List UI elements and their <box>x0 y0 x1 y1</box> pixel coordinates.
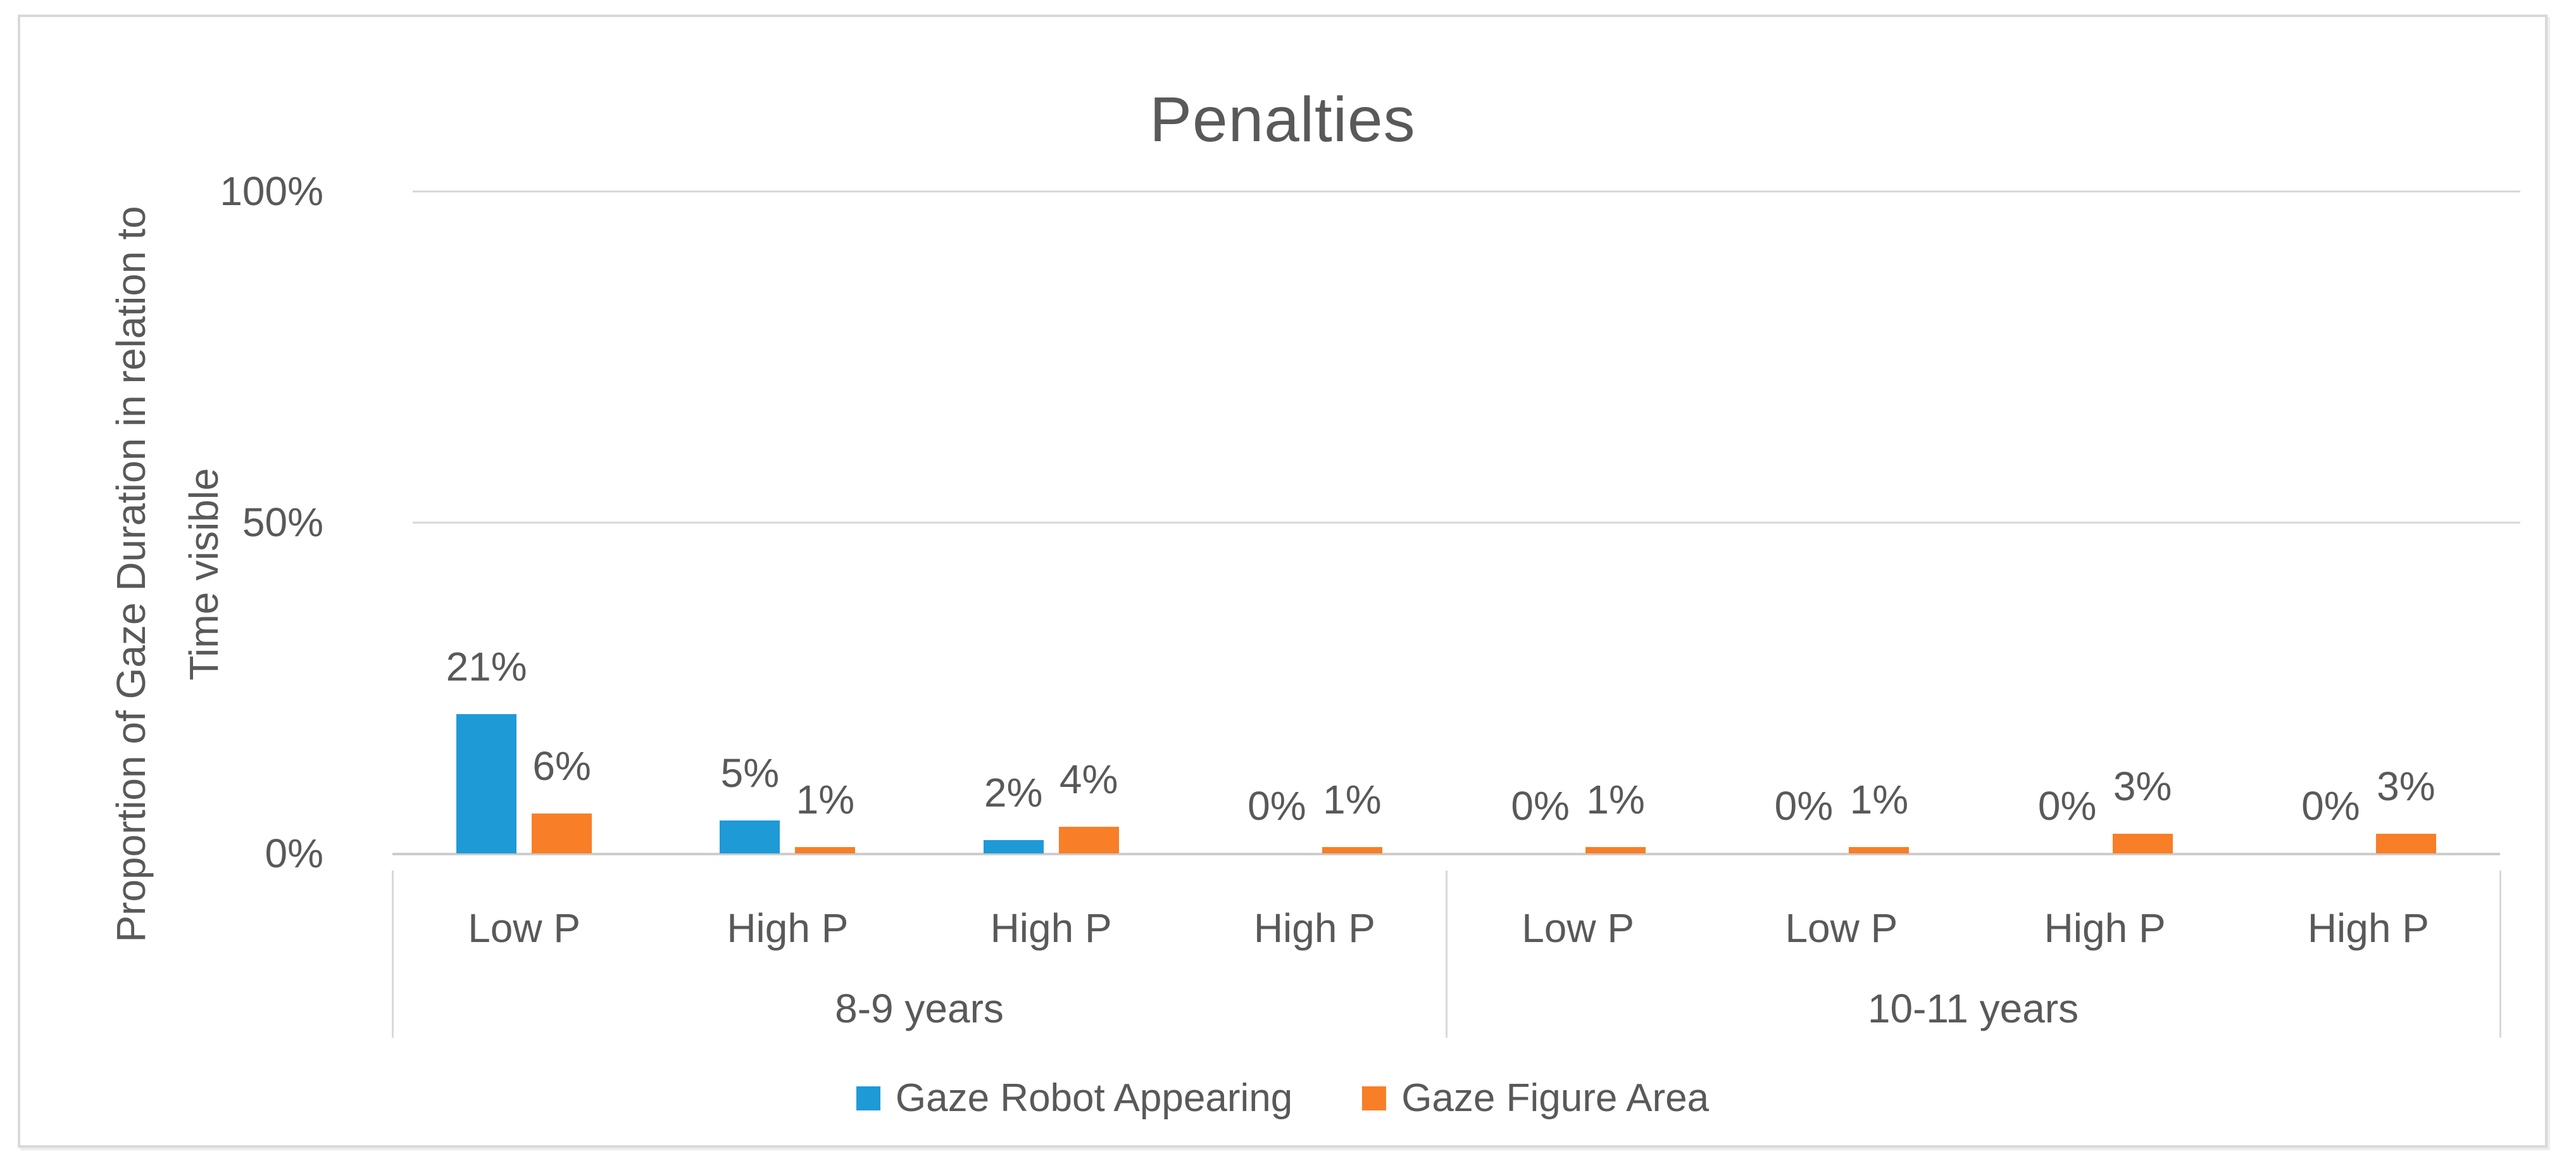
group-label: 8-9 years <box>835 986 1004 1031</box>
category-label: Low P <box>1522 905 1635 951</box>
y-tick-label: 100% <box>220 168 323 214</box>
data-label: 1% <box>1323 776 1382 822</box>
data-label: 0% <box>1774 783 1834 829</box>
bar-gaze-figure-area <box>2375 833 2436 853</box>
bar-gaze-figure-area <box>1585 846 1646 853</box>
legend-swatch-icon <box>1362 1086 1387 1110</box>
bar-gaze-figure-area <box>1849 846 1910 853</box>
bar-gaze-figure-area <box>1322 846 1382 853</box>
y-axis-title: Proportion of Gaze Duration in relation … <box>95 115 241 1033</box>
y-tick-label: 50% <box>242 500 323 545</box>
data-label: 21% <box>446 644 527 690</box>
legend: Gaze Robot Appearing Gaze Figure Area <box>20 1076 2545 1121</box>
x-axis-line <box>392 853 2500 855</box>
category-label: High P <box>990 905 1112 951</box>
data-label: 1% <box>796 776 855 822</box>
data-label: 0% <box>1247 783 1306 829</box>
y-axis-title-line-2: Time visible <box>181 468 227 681</box>
data-label: 3% <box>2113 763 2172 809</box>
gridline-100% <box>413 191 2520 192</box>
data-label: 1% <box>1586 776 1645 822</box>
chart-title: Penalties <box>1149 84 1416 155</box>
legend-item: Gaze Figure Area <box>1362 1076 1709 1121</box>
bar-gaze-figure-area <box>795 846 856 853</box>
category-label: High P <box>2307 905 2429 951</box>
bar-gaze-figure-area <box>532 814 592 853</box>
legend-label: Gaze Figure Area <box>1401 1076 1710 1120</box>
axis-group-separator <box>2499 870 2501 1038</box>
data-label: 3% <box>2377 763 2435 809</box>
bar-gaze-robot-appearing <box>720 820 780 853</box>
category-label: High P <box>2044 905 2166 951</box>
group-label: 10-11 years <box>1867 986 2079 1031</box>
data-label: 0% <box>1511 783 1570 829</box>
category-label: Low P <box>468 905 581 951</box>
data-label: 2% <box>984 770 1043 816</box>
y-tick-label: 0% <box>265 831 324 876</box>
axis-group-separator <box>1446 870 1447 1038</box>
bar-gaze-robot-appearing <box>456 714 517 853</box>
bar-gaze-figure-area <box>2112 833 2173 853</box>
data-label: 6% <box>532 743 591 789</box>
axis-group-separator <box>392 870 394 1038</box>
category-label: High P <box>727 905 849 951</box>
legend-swatch-icon <box>856 1086 880 1110</box>
legend-label: Gaze Robot Appearing <box>895 1076 1293 1120</box>
legend-item: Gaze Robot Appearing <box>856 1076 1292 1121</box>
data-label: 0% <box>2037 783 2097 829</box>
bar-gaze-figure-area <box>1058 827 1119 853</box>
data-label: 0% <box>2301 783 2360 829</box>
y-axis-title-line-1: Proportion of Gaze Duration in relation … <box>108 206 154 943</box>
bar-gaze-robot-appearing <box>983 840 1044 853</box>
gridline-50% <box>413 522 2520 524</box>
data-label: 4% <box>1059 757 1118 803</box>
data-label: 5% <box>720 750 780 796</box>
category-label: High P <box>1253 905 1375 951</box>
chart-outer-border: Penalties Proportion of Gaze Duration in… <box>18 15 2548 1148</box>
category-label: Low P <box>1785 905 1898 951</box>
data-label: 1% <box>1849 776 1909 822</box>
